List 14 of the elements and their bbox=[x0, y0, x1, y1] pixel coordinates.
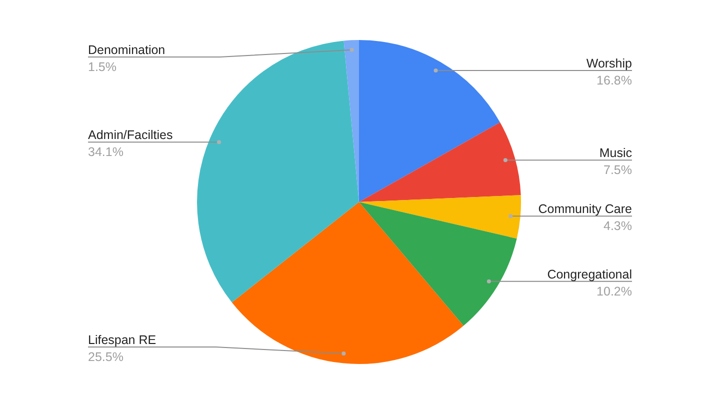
slice-label: Congregational bbox=[547, 267, 632, 282]
data-label: 7.5% bbox=[604, 163, 632, 178]
data-label: 4.3% bbox=[604, 219, 632, 234]
slice-label: Lifespan RE bbox=[88, 333, 156, 347]
data-label: 16.8% bbox=[596, 73, 632, 88]
slice-label: Worship bbox=[586, 56, 632, 70]
data-label: 10.2% bbox=[596, 284, 632, 298]
data-label: 1.5% bbox=[88, 60, 116, 74]
data-label: 34.1% bbox=[88, 145, 124, 160]
slice-label: Community Care bbox=[538, 202, 632, 216]
slice-label: Admin/Facilties bbox=[88, 128, 173, 142]
data-label: 25.5% bbox=[88, 350, 124, 364]
slice-label: Music bbox=[599, 146, 632, 160]
slice-label: Denomination bbox=[88, 43, 166, 57]
